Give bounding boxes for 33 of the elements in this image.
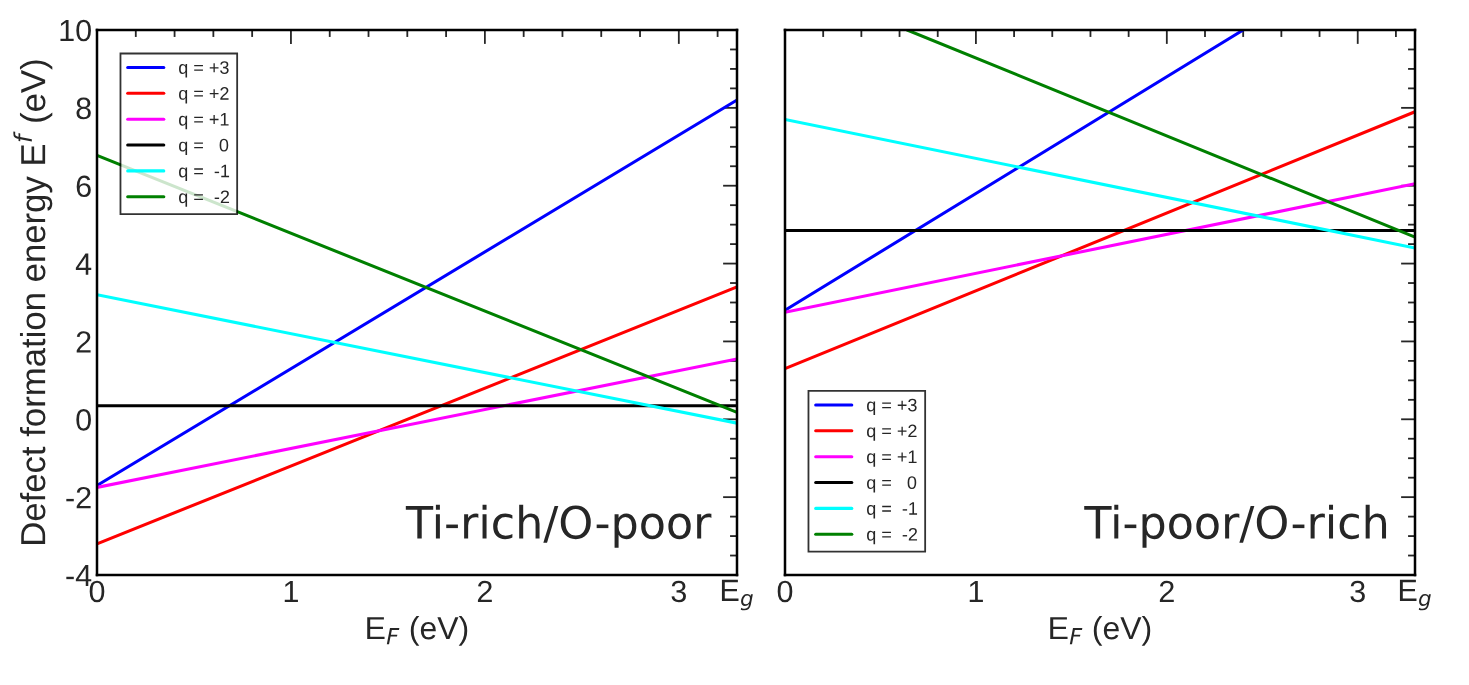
y-tick-label: 2 (76, 331, 91, 353)
legend-label: q = -1 (179, 164, 230, 181)
x-tick-label: 0 (777, 580, 793, 603)
y-tick-label: 4 (75, 253, 92, 275)
annotation: Ti-rich/O-poor (405, 504, 712, 548)
x-tick-label: E$_{g}$ (721, 579, 753, 611)
x-tick-label: 1 (284, 580, 298, 602)
x-tick-label: 1 (969, 580, 983, 602)
annotation: Ti-poor/O-rich (1084, 504, 1387, 548)
legend-label: q = +1 (867, 450, 917, 467)
legend-label: q = 0 (179, 138, 229, 156)
legend-label: q = -1 (867, 502, 918, 519)
legend-label: q = +2 (867, 424, 917, 441)
y-tick-label: 8 (76, 97, 91, 120)
y-tick-label: -2 (66, 486, 91, 509)
y-tick-label: 6 (76, 175, 91, 198)
legend-label: q = +3 (867, 398, 917, 416)
x-tick-label: 3 (671, 580, 686, 603)
y-tick-label: 0 (76, 409, 91, 431)
y-tick-label: 10 (60, 19, 91, 42)
x-axis-title: E$_{F}$ (eV) (1050, 615, 1151, 646)
legend-label: q = +1 (179, 113, 229, 130)
y-axis-title: Defect formation energy E$^{f}$ (eV) (13, 60, 53, 544)
legend-label: q = +2 (179, 87, 229, 104)
x-tick-label: 2 (1159, 580, 1174, 602)
x-tick-label: 3 (1350, 580, 1365, 603)
legend-label: q = 0 (867, 476, 917, 493)
legend-label: q = -2 (867, 527, 918, 545)
legend-label: q = -2 (179, 190, 230, 207)
x-axis-title: E$_{F}$ (eV) (367, 615, 468, 646)
x-tick-label: E$_{g}$ (1399, 579, 1431, 611)
legend-label: q = +3 (179, 61, 229, 78)
x-tick-label: 2 (477, 580, 492, 602)
